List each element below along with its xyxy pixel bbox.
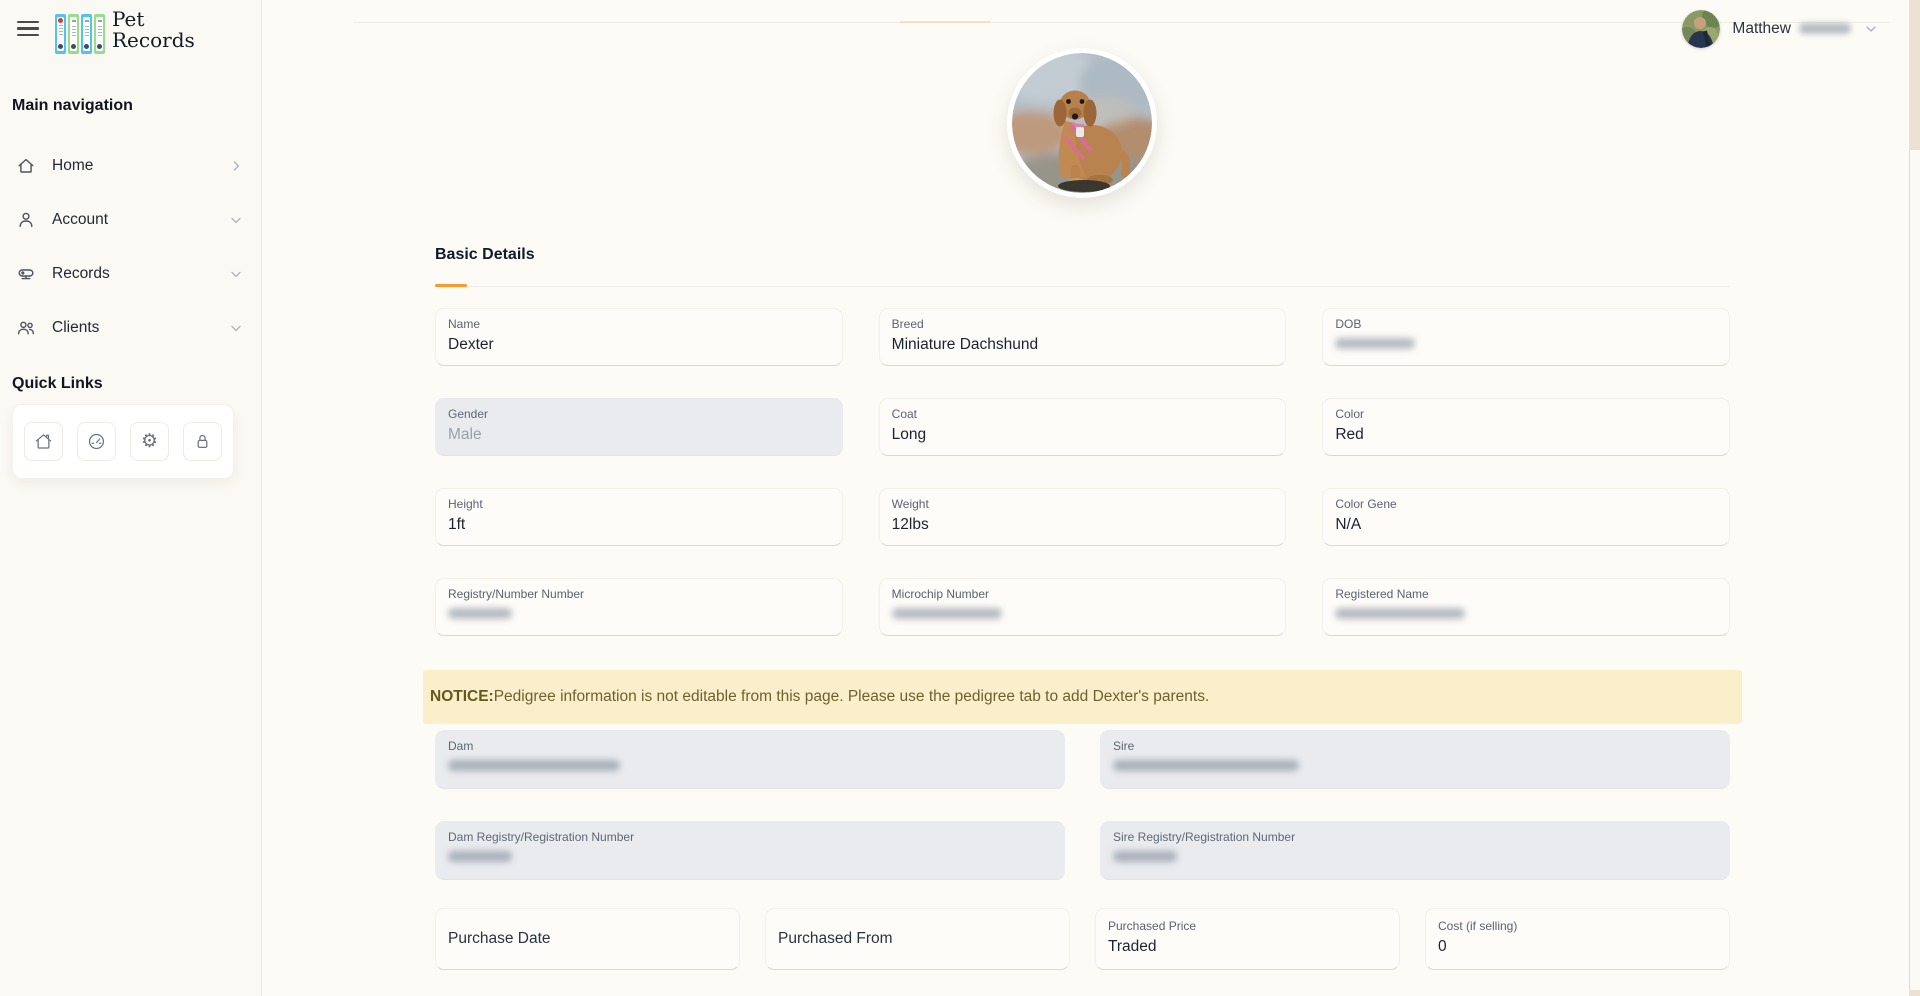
binder-blue [81, 14, 92, 54]
sire-registry-field: Sire Registry/Registration Number [1100, 821, 1730, 880]
user-icon [19, 212, 33, 228]
breed-field[interactable]: Breed Miniature Dachshund [878, 308, 1287, 366]
redacted-value [1113, 760, 1299, 771]
quick-links-title: Quick Links [12, 375, 103, 392]
menu-bar [17, 33, 39, 36]
home-icon [18, 158, 34, 173]
chevron-down-icon [1866, 26, 1876, 32]
registry-number-field[interactable]: Registry/Number Number [435, 578, 843, 636]
height-field[interactable]: Height 1ft [435, 488, 843, 546]
user-surname-redacted [1799, 23, 1851, 35]
binder-green [94, 14, 105, 54]
user-avatar [1682, 10, 1721, 48]
pet-photo[interactable] [1007, 48, 1157, 198]
section-divider [435, 284, 1730, 287]
microchip-number-field[interactable]: Microchip Number [878, 578, 1287, 636]
coat-field[interactable]: Coat Long [878, 398, 1287, 456]
gender-field: Gender Male [435, 398, 843, 456]
pet-details-form: Basic Details Name Dexter Breed Miniatur… [423, 0, 1742, 970]
quick-link-home-button[interactable] [24, 422, 63, 461]
sidebar-item-account[interactable]: Account [0, 193, 262, 247]
basic-details-grid: Name Dexter Breed Miniature Dachshund DO… [435, 308, 1730, 636]
main-content: Matthew [263, 0, 1909, 996]
chevron-right-icon [233, 161, 240, 171]
binder-blue [55, 14, 66, 54]
purchased-price-field[interactable]: Purchased Price Traded [1095, 908, 1400, 970]
quick-link-security-button[interactable] [183, 422, 222, 461]
main-navigation: Home Account Records [0, 139, 262, 355]
clients-icon [17, 321, 35, 335]
divider-accent [435, 284, 467, 287]
redacted-value [448, 851, 512, 862]
notice-message: Pedigree information is not editable fro… [493, 688, 1210, 705]
purchase-date-field[interactable]: Purchase Date [435, 908, 740, 970]
sidebar-item-home[interactable]: Home [0, 139, 262, 193]
dob-field[interactable]: DOB [1322, 308, 1730, 366]
chevron-down-icon [231, 217, 241, 224]
color-field[interactable]: Color Red [1322, 398, 1730, 456]
redacted-value [1335, 608, 1466, 619]
content-top-divider [353, 21, 1889, 23]
pedigree-registry-grid: Dam Registry/Registration Number Sire Re… [435, 821, 1730, 880]
notice-prefix: NOTICE: [430, 688, 494, 705]
menu-bar [17, 27, 39, 30]
settings-icon: ⚙ [140, 431, 159, 452]
chevron-down-icon [231, 325, 241, 332]
scrollbar-thumb[interactable] [1909, 150, 1920, 990]
binder-green [68, 14, 79, 54]
logo-binders-icon [55, 14, 105, 54]
purchase-grid: Purchase Date Purchased From Purchased P… [435, 908, 1730, 970]
purchased-from-field[interactable]: Purchased From [765, 908, 1070, 970]
sidebar-section-title: Main navigation [12, 97, 133, 114]
dog-figure [1053, 90, 1131, 192]
app-logo[interactable]: Pet Records [55, 9, 195, 54]
redacted-value [448, 760, 620, 771]
redacted-value [1335, 338, 1416, 349]
quick-link-dashboard-button[interactable] [77, 422, 116, 461]
user-name: Matthew [1732, 20, 1851, 38]
home-icon [35, 434, 52, 449]
pedigree-parents-grid: Dam Sire [435, 730, 1730, 789]
dam-registry-field: Dam Registry/Registration Number [435, 821, 1065, 880]
registered-name-field[interactable]: Registered Name [1322, 578, 1730, 636]
user-menu[interactable]: Matthew [1682, 8, 1879, 50]
sidebar-item-clients[interactable]: Clients [0, 301, 262, 355]
dam-field: Dam [435, 730, 1065, 789]
cost-if-selling-field[interactable]: Cost (if selling) 0 [1425, 908, 1730, 970]
quick-link-settings-button[interactable]: ⚙ [130, 422, 169, 461]
name-field[interactable]: Name Dexter [435, 308, 843, 366]
records-icon [18, 269, 34, 280]
color-gene-field[interactable]: Color Gene N/A [1322, 488, 1730, 546]
chevron-down-icon [231, 271, 241, 278]
app-title: Pet Records [112, 7, 195, 52]
menu-button[interactable] [17, 21, 39, 36]
redacted-value [448, 608, 512, 619]
sidebar: Pet Records Main navigation Home Account [0, 0, 262, 996]
sidebar-item-records[interactable]: Records [0, 247, 262, 301]
pedigree-notice-banner: NOTICE: Pedigree information is not edit… [423, 670, 1742, 724]
section-title: Basic Details [435, 246, 535, 263]
sire-field: Sire [1100, 730, 1730, 789]
menu-bar [17, 21, 39, 24]
redacted-value [1113, 851, 1177, 862]
lock-icon [197, 434, 208, 449]
quick-links-card: ⚙ [12, 404, 234, 479]
weight-field[interactable]: Weight 12lbs [878, 488, 1287, 546]
dashboard-icon [88, 433, 105, 450]
redacted-value [891, 608, 1002, 619]
scrollbar-track[interactable] [1909, 0, 1920, 996]
